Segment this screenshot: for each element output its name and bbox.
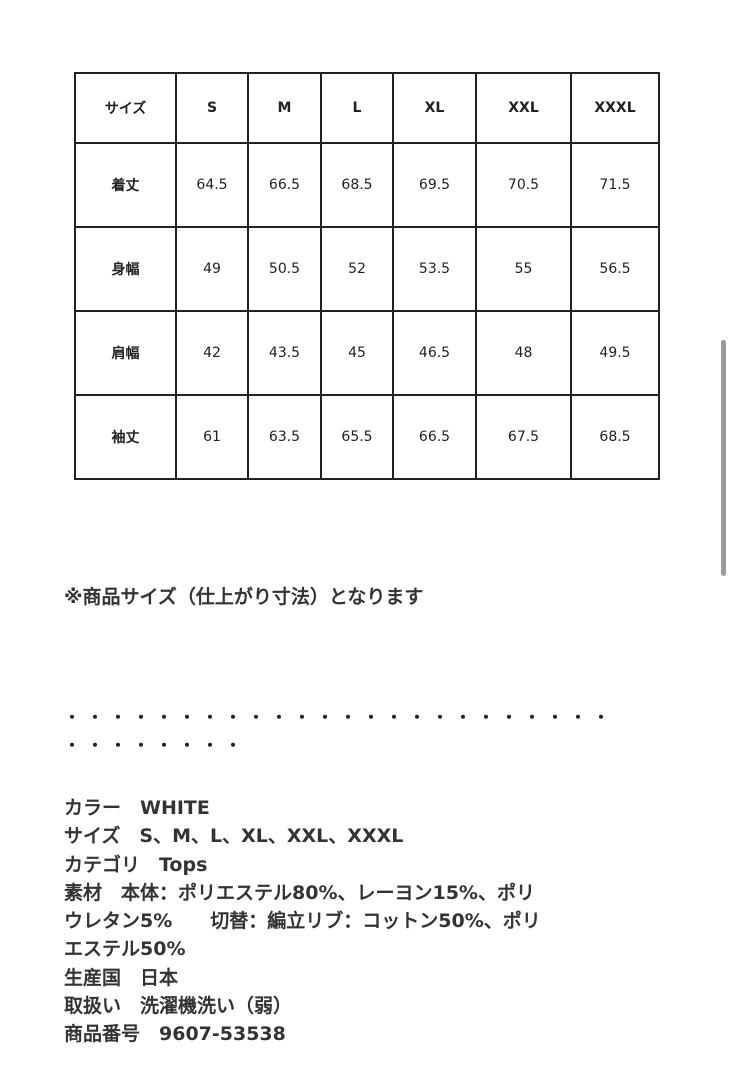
header-cell: XXL	[475, 72, 572, 144]
table-cell: 46.5	[392, 310, 477, 396]
header-cell: S	[175, 72, 249, 144]
header-cell: XXXL	[570, 72, 660, 144]
table-cell: 53.5	[392, 226, 477, 312]
detail-line: 生産国 日本	[64, 966, 179, 989]
table-cell: 52	[320, 226, 394, 312]
table-cell: 68.5	[320, 142, 394, 228]
table-cell: 64.5	[175, 142, 249, 228]
table-row: 着丈 64.5 66.5 68.5 69.5 70.5 71.5	[74, 142, 660, 228]
header-cell: M	[247, 72, 322, 144]
detail-line: 商品番号 9607-53538	[64, 1023, 286, 1046]
detail-line: 取扱い 洗濯機洗い（弱）	[64, 995, 293, 1018]
table-row: 身幅 49 50.5 52 53.5 55 56.5	[74, 226, 660, 312]
header-cell: サイズ	[74, 72, 177, 144]
scrollbar[interactable]	[721, 340, 726, 576]
table-cell: 67.5	[475, 394, 572, 480]
row-label: 肩幅	[74, 310, 177, 396]
detail-line: カラー WHITE	[64, 797, 210, 819]
table-cell: 70.5	[475, 142, 572, 228]
size-table: サイズ S M L XL XXL XXXL 着丈 64.5 66.5 68.5 69.5…	[74, 72, 660, 480]
table-cell: 45	[320, 310, 394, 396]
table-cell: 49	[175, 226, 249, 312]
table-cell: 55	[475, 226, 572, 312]
table-cell: 65.5	[320, 394, 394, 480]
table-cell: 63.5	[247, 394, 322, 480]
header-cell: XL	[392, 72, 477, 144]
divider-dots: ・・・・・・・・・・・・・・・・・・・・・・・・	[64, 708, 617, 727]
row-label: 袖丈	[74, 394, 177, 480]
table-cell: 66.5	[247, 142, 322, 228]
table-header-row: サイズ S M L XL XXL XXXL	[74, 72, 660, 144]
table-cell: 71.5	[570, 142, 660, 228]
detail-line: 素材 本体：ポリエステル80%、レーヨン15%、ポリ	[64, 881, 535, 904]
table-cell: 69.5	[392, 142, 477, 228]
table-cell: 68.5	[570, 394, 660, 480]
table-cell: 50.5	[247, 226, 322, 312]
detail-line: エステル50%	[64, 938, 186, 961]
detail-line: ウレタン5% 切替：編立リブ：コットン50%、ポリ	[64, 910, 541, 933]
size-note: ※商品サイズ（仕上がり寸法）となります	[64, 586, 424, 608]
table-row: 袖丈 61 63.5 65.5 66.5 67.5 68.5	[74, 394, 660, 480]
detail-line: サイズ S、M、L、XL、XXL、XXXL	[64, 825, 404, 848]
row-label: 身幅	[74, 226, 177, 312]
product-details: カラー WHITE サイズ S、M、L、XL、XXL、XXXL カテゴリ Tops 素…	[64, 794, 704, 1049]
table-cell: 48	[475, 310, 572, 396]
table-cell: 61	[175, 394, 249, 480]
table-cell: 56.5	[570, 226, 660, 312]
table-cell: 43.5	[247, 310, 322, 396]
row-label: 着丈	[74, 142, 177, 228]
table-cell: 42	[175, 310, 249, 396]
divider-dots: ・・・・・・・・	[64, 736, 249, 755]
header-cell: L	[320, 72, 394, 144]
table-row: 肩幅 42 43.5 45 46.5 48 49.5	[74, 310, 660, 396]
detail-line: カテゴリ Tops	[64, 853, 208, 876]
table-cell: 49.5	[570, 310, 660, 396]
table-cell: 66.5	[392, 394, 477, 480]
